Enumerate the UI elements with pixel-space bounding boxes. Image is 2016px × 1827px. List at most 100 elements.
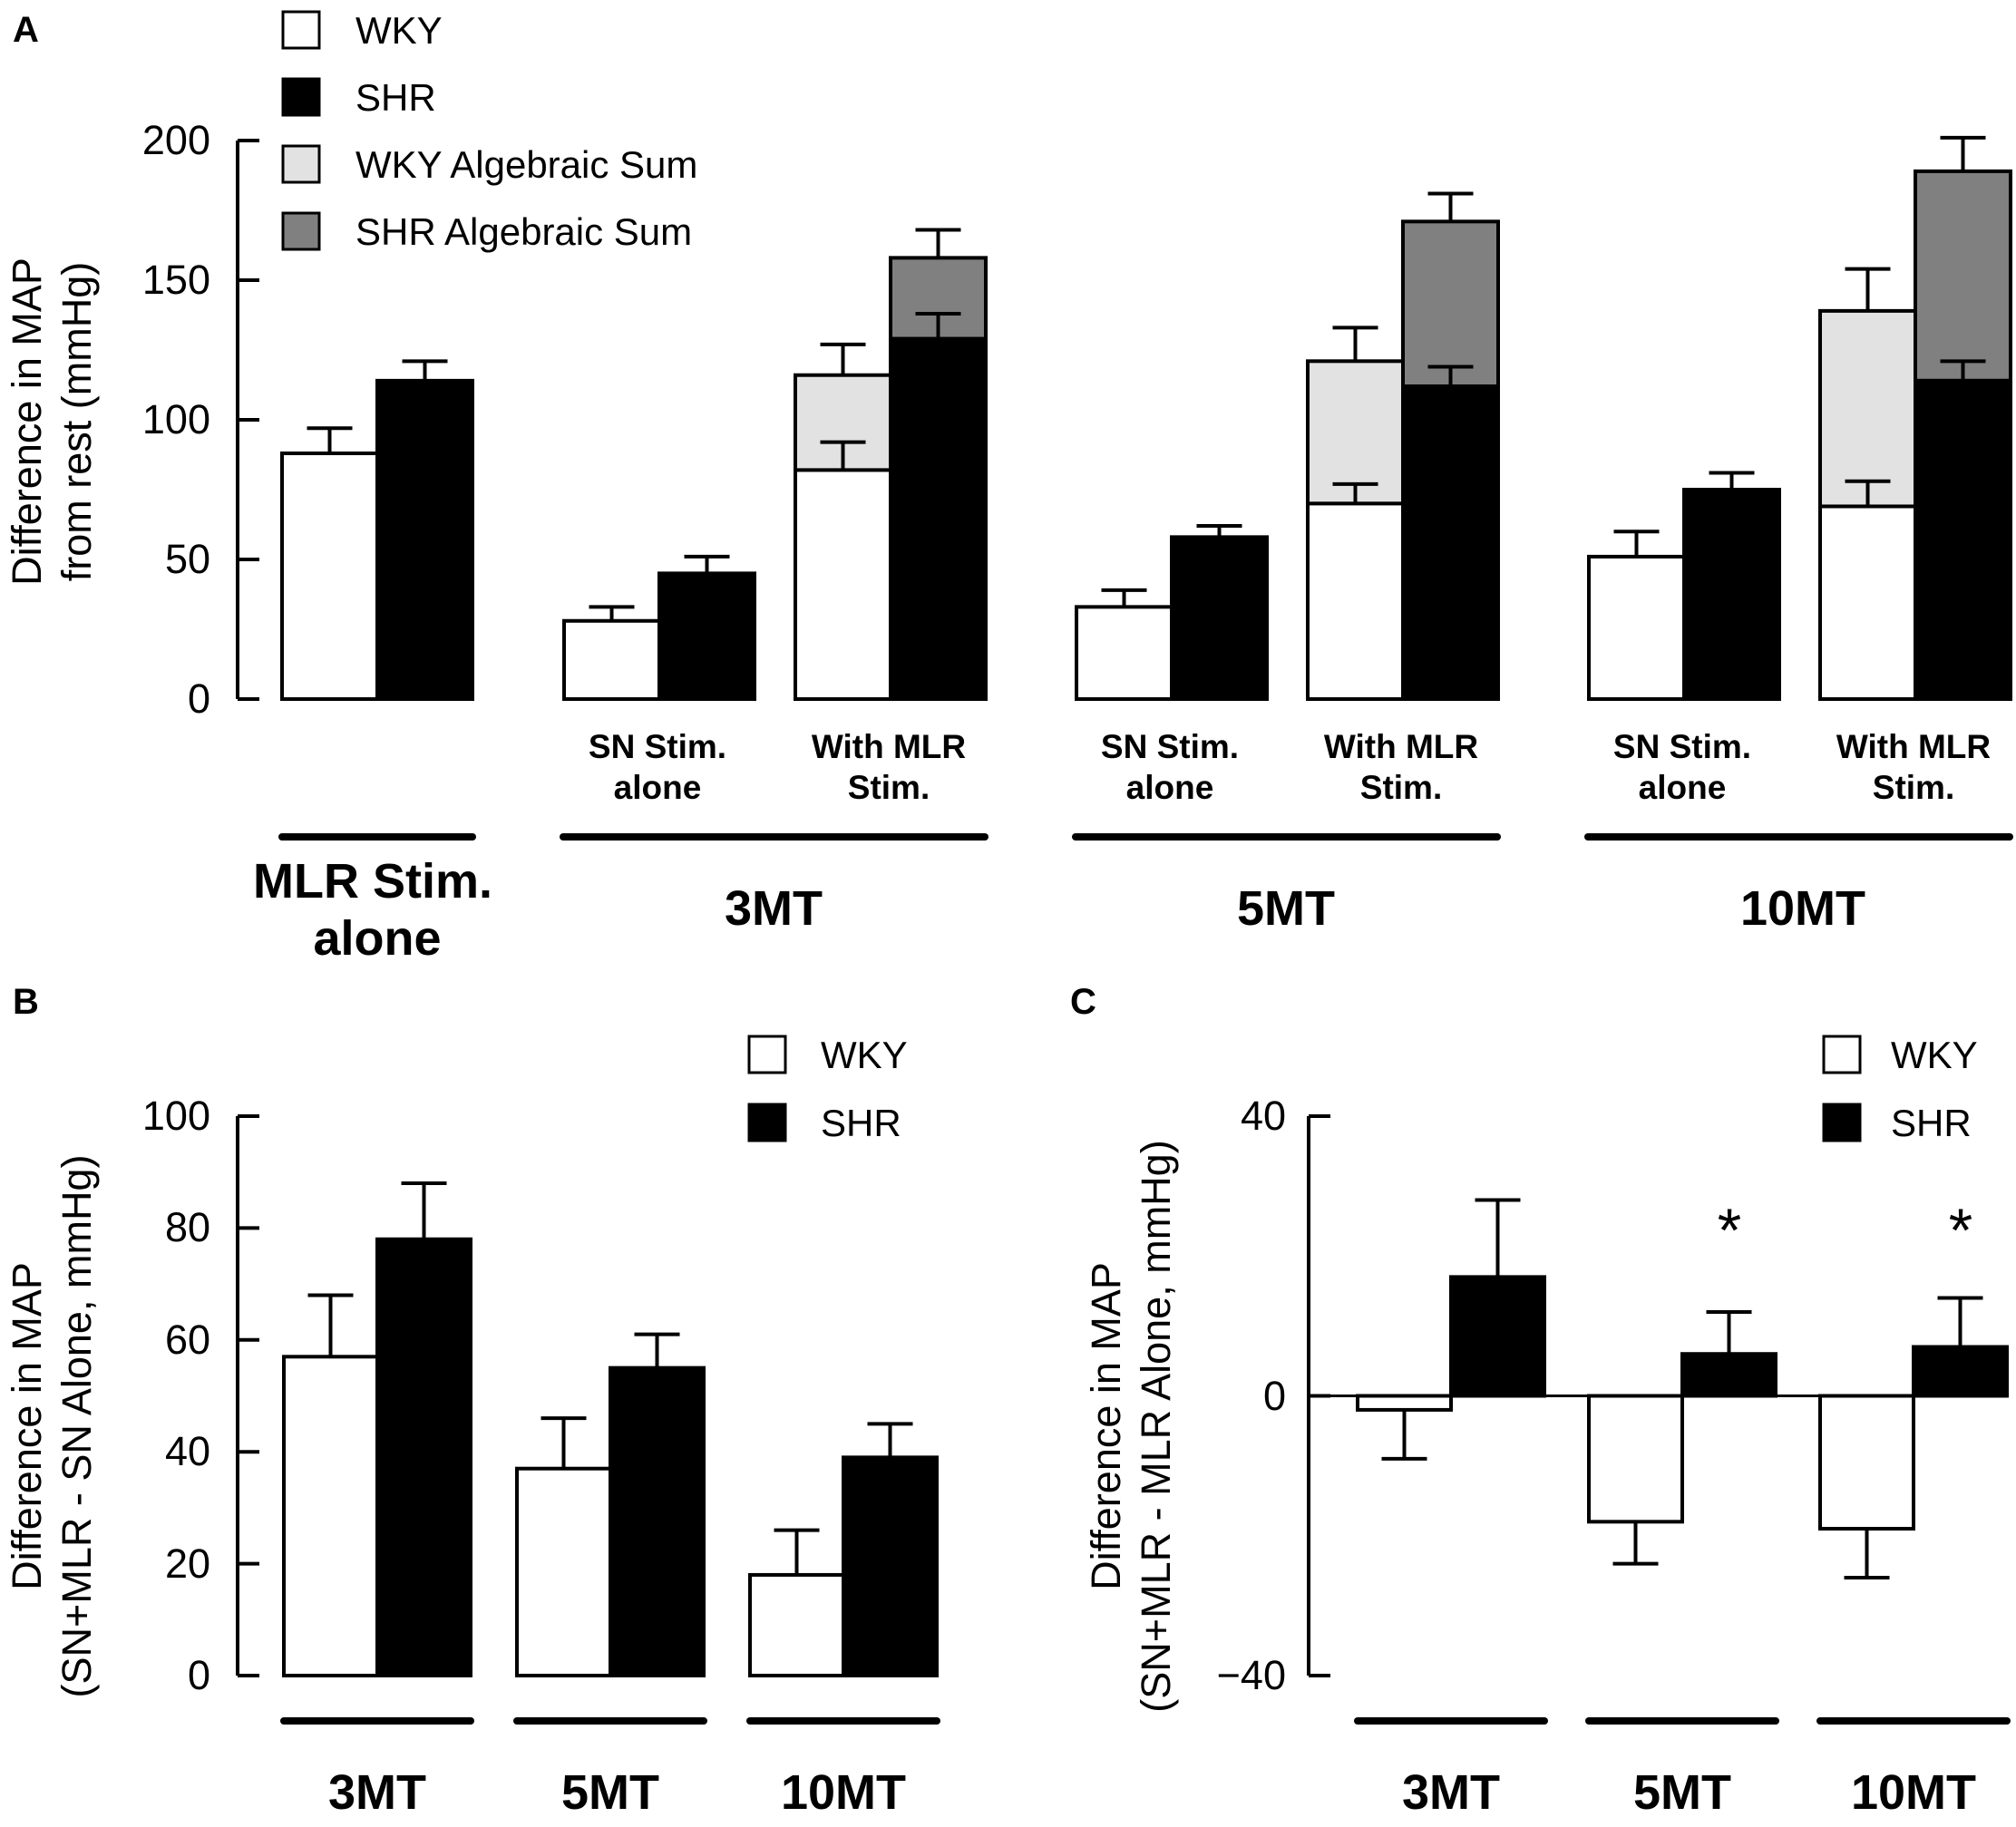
legend-label-shr: SHR	[1891, 1102, 1972, 1144]
panel-a-y-axis-title: Difference in MAP from rest (mmHg)	[4, 258, 100, 586]
bar-shr-5MT	[609, 1365, 706, 1678]
legend-label-shr: SHR	[821, 1102, 901, 1144]
panel-c-ylabel-line2: (SN+MLR - MLR Alone, mmHg)	[1133, 1140, 1179, 1712]
panel-a-ytick-label: 50	[165, 536, 210, 582]
group-label-mlr-alone: MLR Stim.	[253, 854, 492, 909]
bar-wky-g2	[1306, 501, 1405, 702]
bar-shr-g0	[375, 378, 474, 701]
panel-b-ylabel-line1: Difference in MAP	[4, 1262, 50, 1590]
bar-wky-3MT	[1356, 1394, 1453, 1412]
bar-shr-3MT	[375, 1237, 472, 1677]
panel-b-x-labels: 3MT 5MT 10MT	[328, 1765, 906, 1820]
legend-swatch-wky-sum	[281, 144, 321, 184]
panel-a-bars	[280, 135, 2012, 702]
group-label-5mt: 5MT	[1237, 881, 1335, 936]
panel-b-y-axis-title: Difference in MAP (SN+MLR - SN Alone, mm…	[4, 1155, 100, 1698]
subgroup-label-3mt-sn: SN Stim.	[589, 728, 726, 765]
panel-a-y-ticks: 0 50 100 150 200	[142, 117, 259, 722]
subgroup-label-10mt-sn: alone	[1639, 769, 1727, 806]
panel-a-ytick-label: 100	[142, 396, 210, 442]
group-label-mlr-alone: alone	[313, 911, 441, 966]
bar-wky-10MT	[1818, 1394, 1915, 1531]
bar-shr-g1	[889, 336, 988, 701]
panel-c-ytick-label: −40	[1217, 1652, 1286, 1698]
legend-label-wky: WKY	[1891, 1034, 1978, 1076]
panel-a-legend: WKY SHR WKY Algebraic Sum SHR Algebraic …	[281, 9, 697, 253]
panel-c-significance: * *	[1718, 1196, 1972, 1265]
subgroup-label-5mt-mlr: Stim.	[1360, 769, 1442, 806]
bar-shr-g2	[1170, 535, 1269, 701]
panel-a-ytick-label: 150	[142, 257, 210, 303]
bar-wky-10MT	[748, 1572, 845, 1677]
panel-a-ylabel-line2: from rest (mmHg)	[54, 262, 100, 582]
panel-c-bars	[1356, 1198, 2009, 1580]
bar-shr-g3	[1914, 378, 2012, 701]
legend-swatch-shr	[1822, 1103, 1862, 1142]
legend-swatch-wky	[1822, 1035, 1862, 1074]
bar-wky-5MT	[1587, 1394, 1684, 1524]
legend-swatch-wky	[747, 1035, 787, 1074]
bar-shr-3MT	[1449, 1275, 1546, 1398]
panel-a-letter: A	[13, 10, 39, 50]
bar-shr-g2	[1401, 384, 1500, 701]
subgroup-label-5mt-sn: SN Stim.	[1101, 728, 1239, 765]
group-label-10mt: 10MT	[1740, 881, 1865, 936]
bar-wky-3MT	[282, 1355, 379, 1678]
legend-label-wky: WKY	[821, 1034, 908, 1076]
panel-a-group-labels: MLR Stim. alone 3MT 5MT 10MT	[253, 854, 1865, 966]
subgroup-label-10mt-mlr: Stim.	[1873, 769, 1954, 806]
bar-wky-g1	[794, 468, 892, 701]
subgroup-label-3mt-mlr: With MLR	[812, 728, 966, 765]
subgroup-label-10mt-mlr: With MLR	[1836, 728, 1991, 765]
legend-label-shr-sum: SHR Algebraic Sum	[355, 210, 692, 253]
panel-b-xlabel-5mt: 5MT	[561, 1765, 659, 1820]
bar-shr-g1	[657, 571, 756, 702]
panel-b-ytick-label: 40	[165, 1428, 210, 1474]
significance-star-10mt: *	[1949, 1196, 1972, 1265]
bar-wky-algebraic-sum-g2	[1306, 359, 1405, 506]
panel-b-letter: B	[13, 982, 39, 1022]
panel-c-x-labels: 3MT 5MT 10MT	[1402, 1765, 1976, 1820]
panel-c-ylabel-line1: Difference in MAP	[1083, 1262, 1129, 1590]
panel-c-ytick-label: 40	[1241, 1093, 1286, 1139]
panel-a-subgroup-labels: SN Stim. alone With MLR Stim. SN Stim. a…	[589, 728, 1991, 806]
bar-wky-g2	[1075, 605, 1174, 701]
bar-shr-5MT	[1680, 1352, 1777, 1398]
bar-shr-algebraic-sum-g3	[1914, 169, 2012, 383]
subgroup-label-5mt-sn: alone	[1126, 769, 1214, 806]
group-label-3mt: 3MT	[725, 881, 823, 936]
panel-b-ytick-label: 0	[188, 1652, 210, 1698]
bar-wky-g3	[1818, 504, 1917, 701]
panel-c-ytick-label: 0	[1263, 1373, 1286, 1419]
significance-star-5mt: *	[1718, 1196, 1741, 1265]
subgroup-label-3mt-mlr: Stim.	[848, 769, 930, 806]
bar-shr-g3	[1682, 488, 1781, 701]
subgroup-label-10mt-sn: SN Stim.	[1613, 728, 1751, 765]
bar-wky-g3	[1587, 554, 1686, 701]
panel-b-bars	[282, 1181, 939, 1678]
legend-swatch-shr	[281, 77, 321, 117]
panel-c-xlabel-10mt: 10MT	[1851, 1765, 1976, 1820]
subgroup-label-3mt-sn: alone	[614, 769, 702, 806]
bar-wky-g1	[562, 618, 661, 702]
legend-swatch-shr-sum	[281, 211, 321, 251]
panel-a-ytick-label: 0	[188, 675, 210, 722]
panel-a-ylabel-line1: Difference in MAP	[4, 258, 50, 586]
bar-wky-g0	[280, 451, 379, 701]
legend-swatch-wky	[281, 10, 321, 50]
bar-wky-algebraic-sum-g3	[1818, 308, 1917, 509]
panel-c-y-axis-title: Difference in MAP (SN+MLR - MLR Alone, m…	[1083, 1140, 1179, 1712]
panel-c-xlabel-3mt: 3MT	[1402, 1765, 1500, 1820]
legend-swatch-shr	[747, 1103, 787, 1142]
subgroup-label-5mt-mlr: With MLR	[1324, 728, 1478, 765]
panel-b-ylabel-line2: (SN+MLR - SN Alone, mmHg)	[54, 1155, 100, 1698]
panel-b-xlabel-10mt: 10MT	[781, 1765, 906, 1820]
bar-shr-10MT	[842, 1455, 939, 1677]
panel-b-ytick-label: 60	[165, 1317, 210, 1363]
panel-b-xlabel-3mt: 3MT	[328, 1765, 426, 1820]
panel-b-legend: WKY SHR	[747, 1034, 908, 1144]
panel-c-xlabel-5mt: 5MT	[1633, 1765, 1731, 1820]
panel-b-y-ticks: 0 20 40 60 80 100	[142, 1093, 259, 1698]
panel-b-ytick-label: 100	[142, 1093, 210, 1139]
